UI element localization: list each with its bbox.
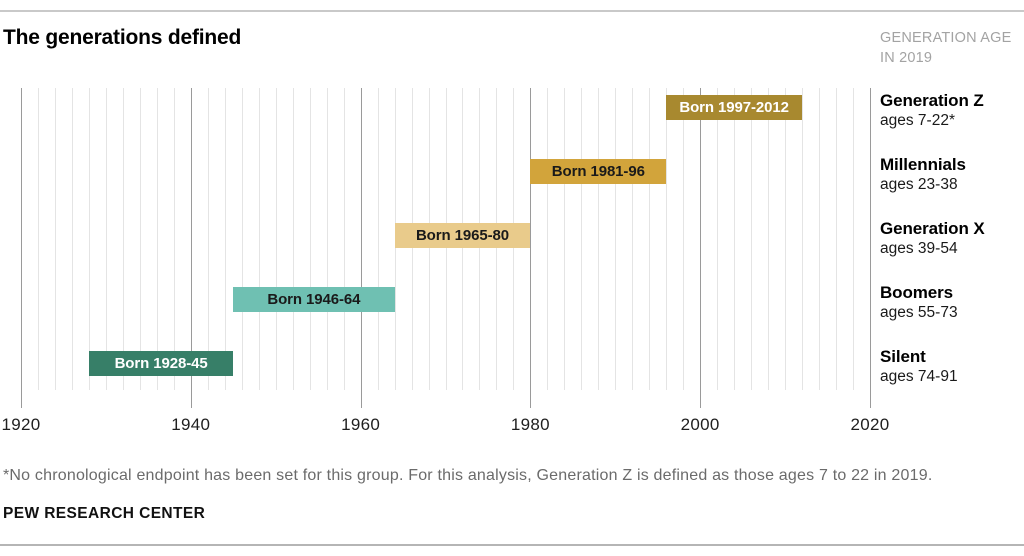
generation-name: Boomers: [880, 283, 953, 302]
gridline: [241, 88, 243, 390]
gridline: [853, 88, 855, 390]
gridline: [343, 88, 345, 390]
gridline: [615, 88, 617, 390]
bar-boomers: Born 1946-64: [233, 287, 395, 312]
x-axis-tick-label: 2020: [850, 415, 890, 434]
gridline: [564, 88, 566, 390]
generation-label-row-millennials: Millennials ages 23-38: [880, 155, 966, 195]
gridline: [105, 88, 107, 390]
plot-area: Born 1997-2012 Born 1981-96 Born 1965-80 Bo…: [21, 88, 871, 408]
gridline: [649, 88, 651, 390]
generation-ages: ages 23-38: [880, 176, 958, 193]
source-label: PEW RESEARCH CENTER: [3, 505, 206, 522]
bottom-border: [0, 544, 1024, 546]
gridline: [734, 88, 736, 390]
x-axis-tick-label: 1920: [1, 415, 41, 434]
bar-born-label: Born 1965-80: [415, 227, 509, 244]
bar-born-label: Born 1981-96: [551, 163, 645, 180]
gridline: [173, 88, 175, 390]
gridline: [751, 88, 753, 390]
gridline: [224, 88, 226, 390]
gridline: [292, 88, 294, 390]
bar-millennials: Born 1981-96: [530, 159, 667, 184]
gridline: [139, 88, 141, 390]
x-axis-tick-label: 1940: [171, 415, 211, 434]
gridline: [768, 88, 770, 390]
bar-born-label: Born 1928-45: [114, 355, 208, 372]
gridline: [275, 88, 277, 390]
generation-label-row-generation-x: Generation X ages 39-54: [880, 219, 985, 259]
page-title: The generations defined: [3, 26, 242, 49]
bar-born-label: Born 1946-64: [267, 291, 361, 308]
gridline: [785, 88, 787, 390]
generation-label-row-silent: Silent ages 74-91: [880, 347, 958, 387]
gridline-decade: [190, 88, 192, 408]
gridline: [309, 88, 311, 390]
gridline: [122, 88, 124, 390]
bar-generation-x: Born 1965-80: [394, 223, 531, 248]
generation-label-row-generation-z: Generation Z ages 7-22*: [880, 91, 984, 131]
header-note-line1: GENERATION AGE: [880, 30, 1012, 46]
gridline-decade: [700, 88, 702, 408]
gridline: [819, 88, 821, 390]
gridline-decade: [530, 88, 532, 408]
generation-ages: ages 55-73: [880, 304, 958, 321]
generation-name: Millennials: [880, 155, 966, 174]
header-note-line2: IN 2019: [880, 50, 933, 66]
gridline: [156, 88, 158, 390]
gridline: [598, 88, 600, 390]
gridline: [37, 88, 39, 390]
x-axis-tick-label: 1960: [341, 415, 381, 434]
gridline: [802, 88, 804, 390]
header-note: GENERATION AGE IN 2019: [880, 28, 1011, 68]
generation-label-row-boomers: Boomers ages 55-73: [880, 283, 958, 323]
top-border: [0, 10, 1024, 12]
generation-ages: ages 7-22*: [880, 112, 955, 129]
x-axis-tick-label: 1980: [510, 415, 550, 434]
generation-name: Generation X: [880, 219, 985, 238]
gridline: [632, 88, 634, 390]
x-axis: 1920 1940 1960 1980 2000 2020: [1, 415, 889, 439]
gridline-decade: [360, 88, 362, 408]
gridline: [836, 88, 838, 390]
gridline-decade: [870, 88, 871, 408]
gridline: [207, 88, 209, 390]
generation-ages: ages 39-54: [880, 240, 958, 257]
bar-silent: Born 1928-45: [88, 351, 234, 376]
gridline: [581, 88, 583, 390]
gridline: [258, 88, 260, 390]
gridline: [326, 88, 328, 390]
footnote: *No chronological endpoint has been set …: [3, 467, 933, 484]
bar-generation-z: Born 1997-2012: [666, 95, 803, 120]
bar-born-label: Born 1997-2012: [679, 99, 789, 116]
x-axis-tick-label: 2000: [680, 415, 720, 434]
gridline: [683, 88, 685, 390]
gridline-decade: [21, 88, 22, 408]
generation-name: Generation Z: [880, 91, 984, 110]
gridline: [377, 88, 379, 390]
generation-name: Silent: [880, 347, 926, 366]
gridline: [547, 88, 549, 390]
gridline: [666, 88, 668, 390]
gridline: [88, 88, 90, 390]
generation-ages: ages 74-91: [880, 368, 958, 385]
gridline: [71, 88, 73, 390]
gridline: [54, 88, 56, 390]
gridline: [717, 88, 719, 390]
generation-labels-column: Generation Z ages 7-22* Millennials ages 23…: [880, 0, 1024, 440]
